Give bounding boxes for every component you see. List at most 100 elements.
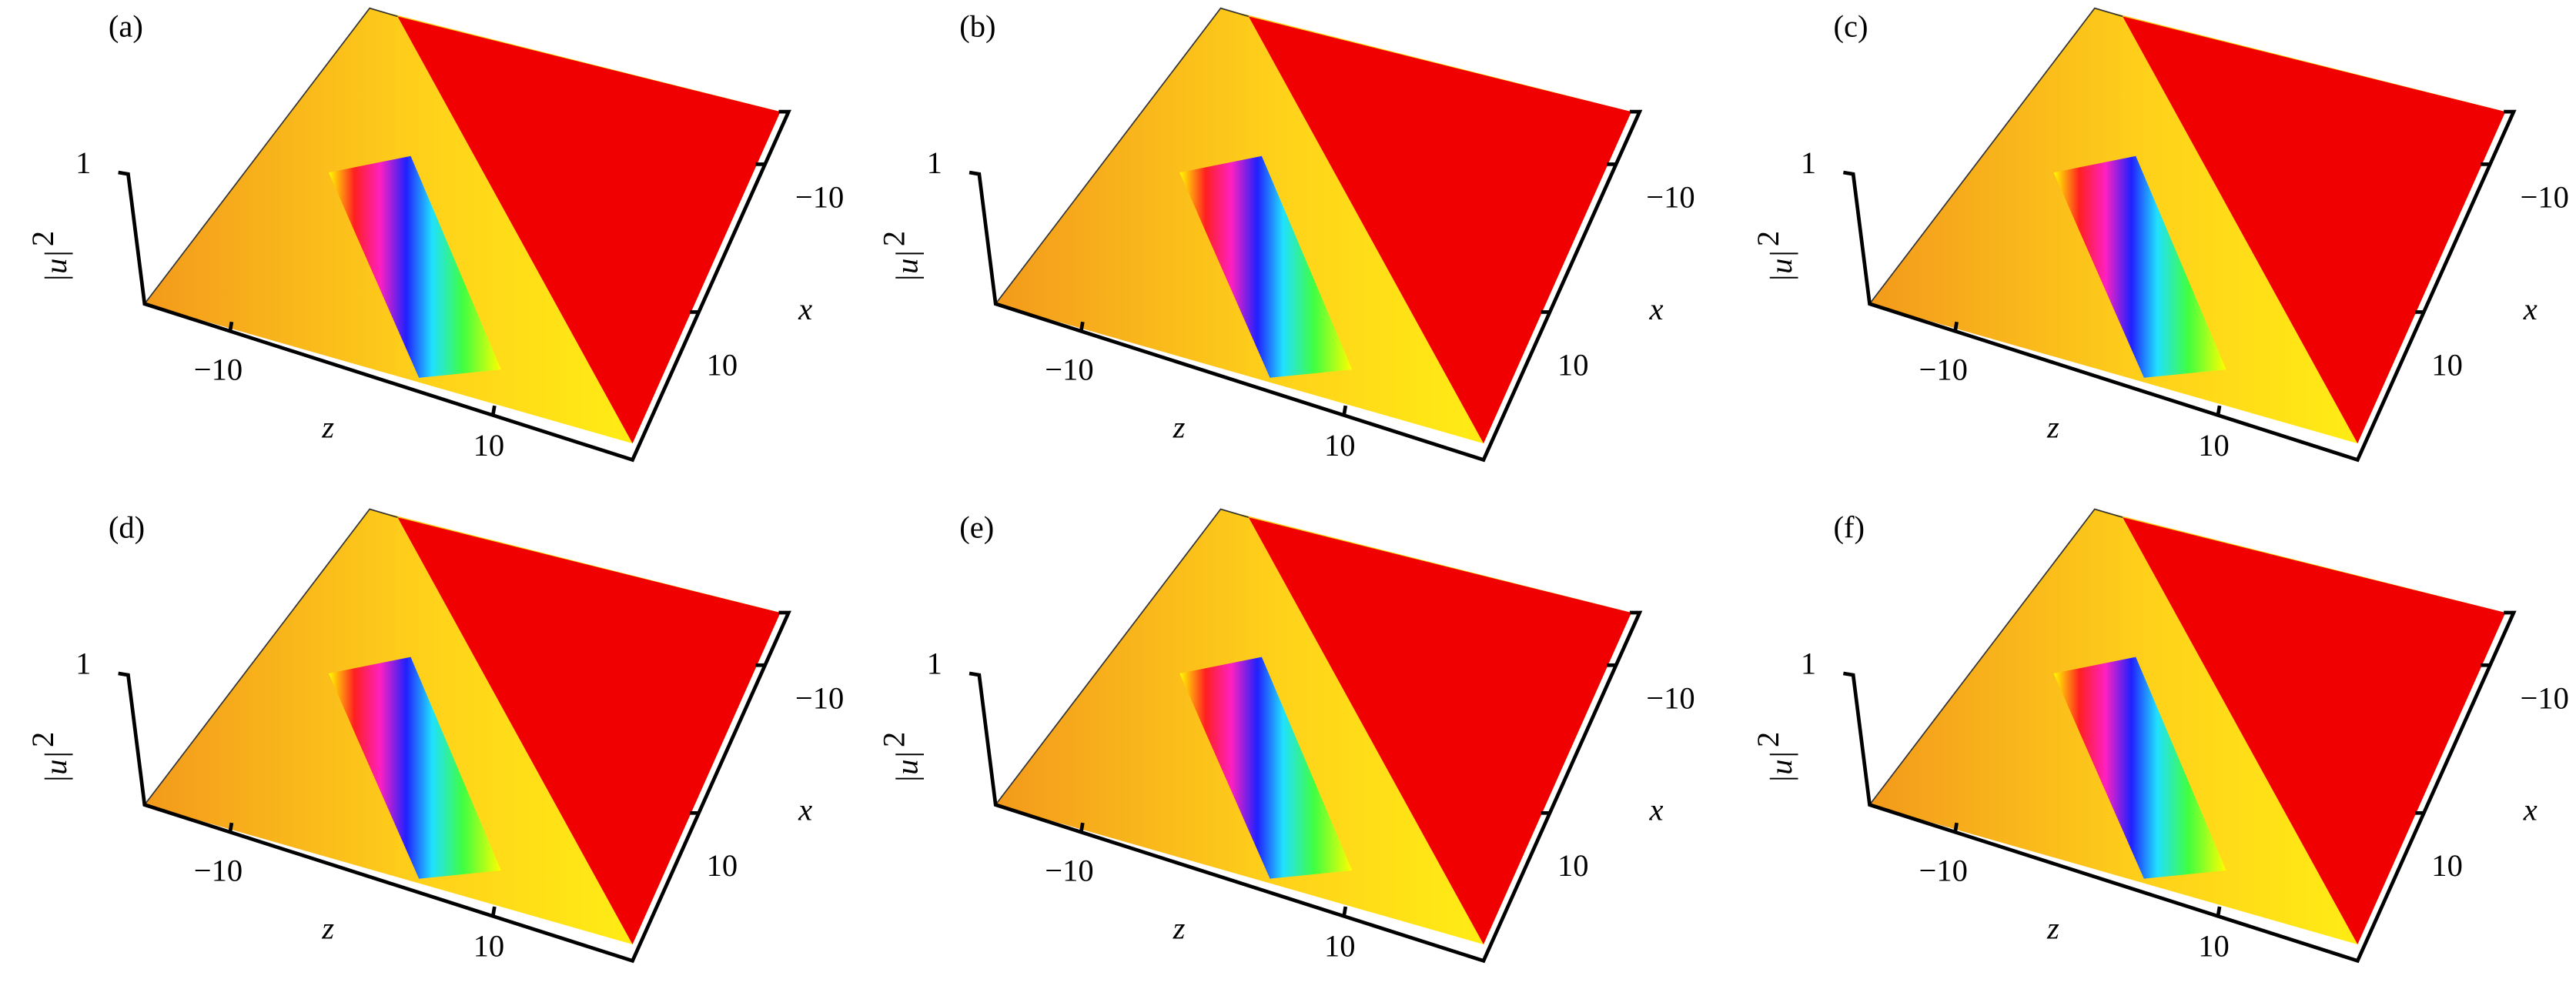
z-axis-label: z (1173, 409, 1186, 444)
z-tick-label: 10 (473, 929, 505, 964)
surface-edge (995, 508, 1250, 806)
y-tick-label: 1 (1801, 647, 1816, 681)
panel-label: (a) (109, 9, 143, 44)
z-tick-label: 10 (2198, 428, 2230, 463)
y-axis-label-power: 2 (876, 732, 911, 747)
z-tick-label: 10 (473, 428, 505, 463)
z-axis-label: z (1173, 910, 1186, 945)
y-axis-label: |u| 2 (25, 231, 73, 282)
z-axis-label: z (2046, 910, 2059, 945)
y-tick-label: 1 (1801, 145, 1816, 180)
x-tick-label: −10 (1646, 180, 1694, 215)
axis (1842, 610, 2517, 964)
x-axis-label: x (2523, 292, 2538, 326)
x-tick-label: 10 (1557, 347, 1589, 382)
x-tick-label: −10 (2521, 681, 2569, 716)
x-tick-label: −10 (795, 681, 844, 716)
soliton-band (328, 657, 501, 879)
z-tick-label: −10 (194, 854, 243, 888)
axis (1842, 109, 2517, 463)
x-tick-label: 10 (1557, 848, 1589, 883)
y-axis-label: |u| 2 (876, 732, 924, 784)
tick (2216, 405, 2222, 416)
panel: (d) 1 |u| 2 −10 10 z −10 10 x (25, 508, 844, 964)
axis (118, 109, 791, 463)
tick (1079, 822, 1085, 834)
y-axis-label-power: 2 (1751, 231, 1785, 246)
tick (1079, 321, 1085, 332)
tick (1342, 906, 1348, 917)
y-axis-label: |u| 2 (1751, 231, 1798, 282)
y-axis-label: |u| 2 (25, 732, 73, 784)
z-axis-label: z (2046, 409, 2059, 444)
panel: (b) 1 |u| 2 −10 10 z −10 10 x (876, 7, 1695, 463)
soliton-band (2053, 155, 2226, 378)
panel-label: (b) (959, 9, 995, 44)
x-tick-label: 10 (2431, 848, 2463, 883)
surface-plateau (397, 16, 781, 444)
y-axis-label: |u| 2 (876, 231, 924, 282)
tick (1953, 822, 1959, 834)
surface-plateau (2123, 16, 2506, 444)
soliton-band (2053, 657, 2226, 879)
y-axis-label-power: 2 (25, 231, 60, 246)
tick (490, 906, 497, 917)
x-tick-label: −10 (2521, 180, 2569, 215)
surface-plateau (397, 517, 781, 945)
axis (969, 109, 1643, 463)
panel: (c) 1 |u| 2 −10 10 z −10 10 x (1751, 7, 2569, 463)
y-tick-label: 1 (75, 145, 91, 180)
y-axis-label-base: |u| (1764, 249, 1798, 282)
x-tick-label: 10 (2431, 347, 2463, 382)
surface-edge (1868, 508, 2123, 806)
y-tick-label: 1 (75, 647, 91, 681)
y-axis-label-base: |u| (38, 750, 73, 784)
z-tick-label: 10 (1324, 929, 1356, 964)
surface-edge (1868, 7, 2123, 305)
surface-plateau (1248, 16, 1632, 444)
soliton-band (1179, 657, 1353, 879)
z-tick-label: −10 (1919, 352, 1968, 387)
panel-label: (d) (109, 510, 145, 545)
x-tick-label: 10 (707, 848, 738, 883)
axis (969, 610, 1643, 964)
z-tick-label: −10 (1045, 352, 1093, 387)
y-axis-label-power: 2 (1751, 732, 1785, 747)
surface-edge (995, 7, 1250, 305)
z-axis-label: z (321, 409, 334, 444)
x-tick-label: 10 (707, 347, 738, 382)
panel: (f) 1 |u| 2 −10 10 z −10 10 x (1751, 508, 2569, 964)
y-axis-label: |u| 2 (1751, 732, 1798, 784)
soliton-band (328, 155, 501, 378)
y-tick-label: 1 (927, 145, 942, 180)
panel-label: (f) (1834, 510, 1865, 545)
z-tick-label: −10 (1045, 854, 1093, 888)
y-axis-label-base: |u| (1764, 750, 1798, 784)
y-tick-label: 1 (927, 647, 942, 681)
panel: (e) 1 |u| 2 −10 10 z −10 10 x (876, 508, 1695, 964)
x-axis-label: x (1649, 292, 1664, 326)
axis (118, 610, 791, 964)
surface-plateau (1248, 517, 1632, 945)
tick (228, 321, 234, 332)
surface-plateau (2123, 517, 2506, 945)
x-tick-label: −10 (1646, 681, 1694, 716)
y-axis-label-base: |u| (38, 249, 73, 282)
z-tick-label: 10 (2198, 929, 2230, 964)
x-axis-label: x (798, 793, 812, 827)
z-tick-label: −10 (1919, 854, 1968, 888)
y-axis-label-base: |u| (890, 750, 925, 784)
z-tick-label: −10 (194, 352, 243, 387)
y-axis-label-power: 2 (876, 231, 911, 246)
z-axis-label: z (321, 910, 334, 945)
panel-label: (c) (1834, 9, 1868, 44)
x-axis-label: x (2523, 793, 2538, 827)
surface-edge (144, 7, 398, 305)
y-axis-label-power: 2 (25, 732, 60, 747)
tick (1953, 321, 1959, 332)
x-axis-label: x (1649, 793, 1664, 827)
surface-edge (144, 508, 398, 806)
y-axis-label-base: |u| (890, 249, 925, 282)
tick (228, 822, 234, 834)
